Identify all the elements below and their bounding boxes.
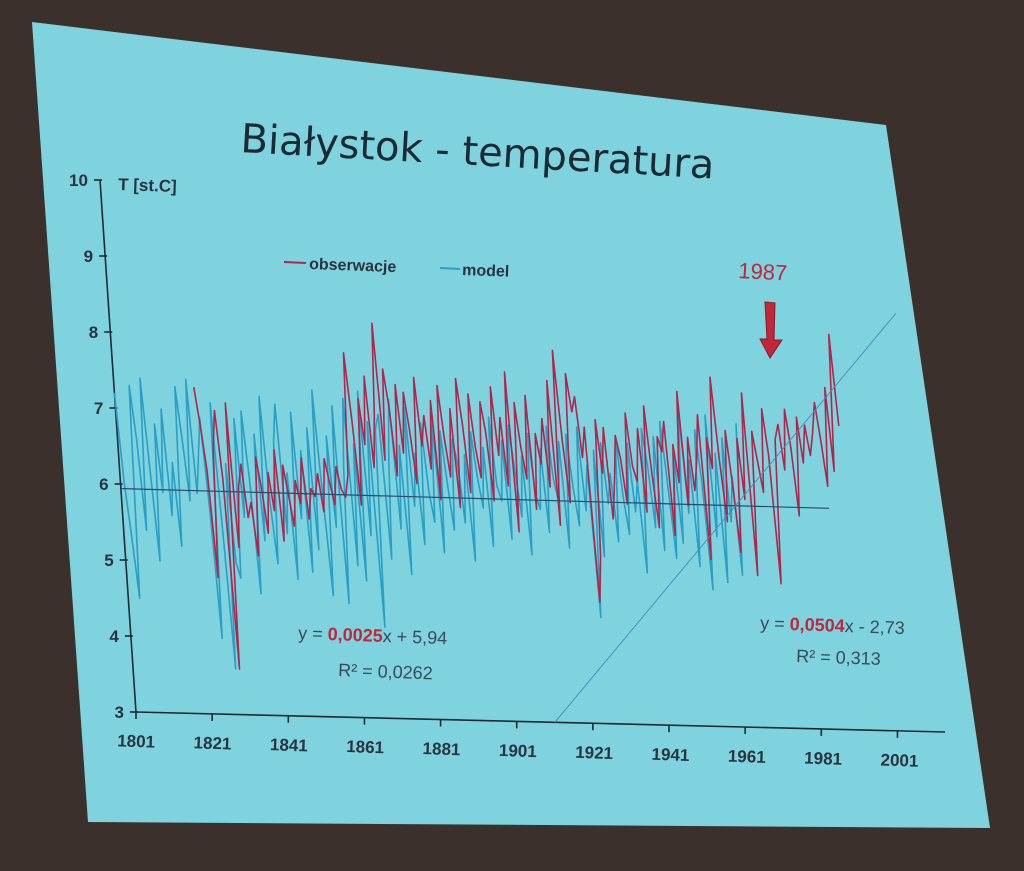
x-tick-label: 1821 [193, 733, 231, 753]
x-tick-label: 1801 [117, 731, 155, 751]
x-tick-label: 1981 [804, 749, 842, 769]
eq1-suffix: x + 5,94 [382, 626, 447, 648]
series-line-model [113, 377, 744, 670]
y-tick-label: 5 [104, 551, 113, 570]
slide-background [32, 22, 990, 828]
eq2-coef: 0,0504 [789, 614, 845, 636]
r2-1: R² = 0,0262 [338, 660, 433, 683]
eq2-prefix: y = [760, 613, 790, 634]
x-tick-label: 1941 [651, 745, 689, 765]
annotation-1987: 1987 [738, 258, 788, 359]
legend-label-model: model [462, 262, 510, 281]
y-axis [99, 179, 137, 713]
arrow-label: 1987 [738, 258, 788, 286]
trendline-2 [554, 313, 897, 723]
x-tick-label: 1901 [499, 741, 537, 761]
series-line-obserwacje [193, 322, 840, 670]
equation-1: y = 0,0025x + 5,94 [298, 623, 448, 648]
y-tick-label: 8 [89, 323, 98, 342]
x-tick-label: 1961 [728, 747, 766, 767]
x-tick-label: 1861 [346, 737, 384, 757]
x-tick-label: 1881 [422, 739, 460, 759]
x-axis [135, 711, 946, 733]
y-tick-label: 4 [109, 627, 119, 646]
series-layer [113, 322, 840, 670]
r2-2: R² = 0,313 [796, 646, 881, 669]
legend-swatch-obserwacje [283, 261, 307, 264]
x-tick-label: 2001 [880, 750, 918, 770]
x-tick-label: 1921 [575, 743, 613, 763]
down-arrow-icon [759, 301, 783, 359]
legend-swatch-model [439, 267, 461, 270]
y-tick-label: 10 [69, 171, 88, 190]
y-tick-label: 3 [115, 703, 124, 722]
y-tick-label: 9 [84, 247, 93, 266]
chart: Białystok - temperatura T [st.C] 3456789… [69, 116, 946, 771]
eq1-coef: 0,0025 [327, 624, 383, 646]
y-ticks: 3 4 5 6 7 8 9 10 [69, 171, 138, 722]
trendline-1 [120, 487, 830, 509]
x-ticks: 1801 1821 1841 1861 1881 1901 1921 1941 1961 1981… [117, 712, 919, 771]
y-tick-label: 7 [94, 399, 103, 418]
y-tick-label: 6 [99, 475, 108, 494]
legend-label-obserwacje: obserwacje [309, 256, 397, 276]
trend-layer [120, 313, 897, 723]
eq1-prefix: y = [298, 623, 328, 644]
eq2-suffix: x - 2,73 [844, 616, 905, 638]
equation-2: y = 0,0504x - 2,73 [760, 613, 905, 638]
legend: obserwacje model [283, 256, 510, 281]
x-tick-label: 1841 [270, 735, 308, 755]
y-axis-label: T [st.C] [118, 175, 177, 196]
